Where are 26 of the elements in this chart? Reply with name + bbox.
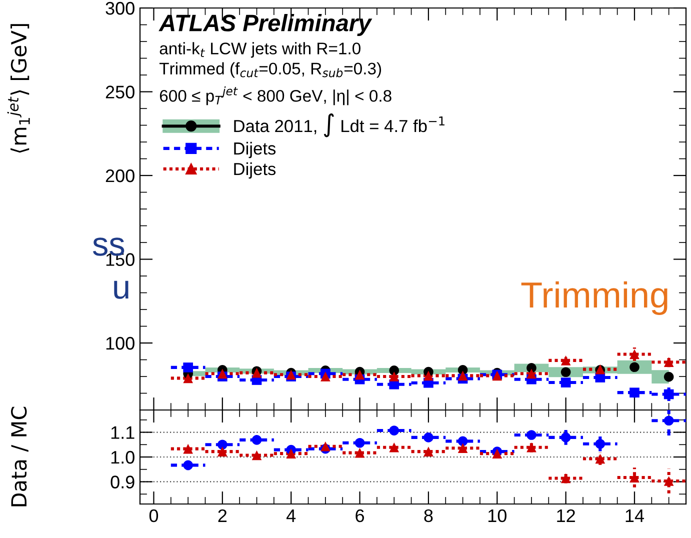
- y-tick-label: 250: [106, 86, 134, 98]
- text: u: [114, 280, 128, 299]
- y-tick-label: 0.9: [110, 476, 134, 488]
- annotation: Trimming: [521, 281, 668, 316]
- legend-label: Dijets: [234, 142, 276, 158]
- x-tick-label: 0: [149, 509, 158, 522]
- x-tick-label: 10: [488, 509, 506, 522]
- y-tick-label: 200: [106, 169, 134, 182]
- y-axis-title: Data / MC: [11, 406, 28, 506]
- x-tick-label: 6: [356, 509, 364, 522]
- chart-title: ATLAS Preliminary: [158, 14, 372, 36]
- x-tick-label: 14: [626, 510, 644, 522]
- x-tick-label: 8: [424, 509, 433, 522]
- annotation: anti-k$_{t}$ LCW jets with R=1.0: [160, 42, 360, 58]
- x-tick-label: 4: [286, 510, 296, 522]
- x-tick-label: 2: [218, 509, 227, 522]
- y-tick-label: 300: [106, 2, 134, 15]
- y-tick-label: 1.0: [111, 450, 134, 464]
- y-tick-label: 1.1: [111, 426, 134, 439]
- x-tick-label: 12: [557, 509, 575, 522]
- legend-label: Data 2011, ∫ Ldt = 4.7 fb$^{−1}$: [234, 113, 444, 138]
- y-tick-label: 100: [106, 336, 134, 350]
- annotation: 600 ≤ p$_{T}$$^{jet}$ < 800 GeV, |η| < 0.8: [160, 86, 392, 106]
- y-axis-title: ⟨m$_{1}$$^{jet}$⟩ [GeV]: [7, 24, 30, 153]
- legend-label: Dijets: [234, 162, 276, 179]
- annotation: Trimmed (f$_{cut}$=0.05, R$_{sub}$=0.3): [159, 62, 382, 78]
